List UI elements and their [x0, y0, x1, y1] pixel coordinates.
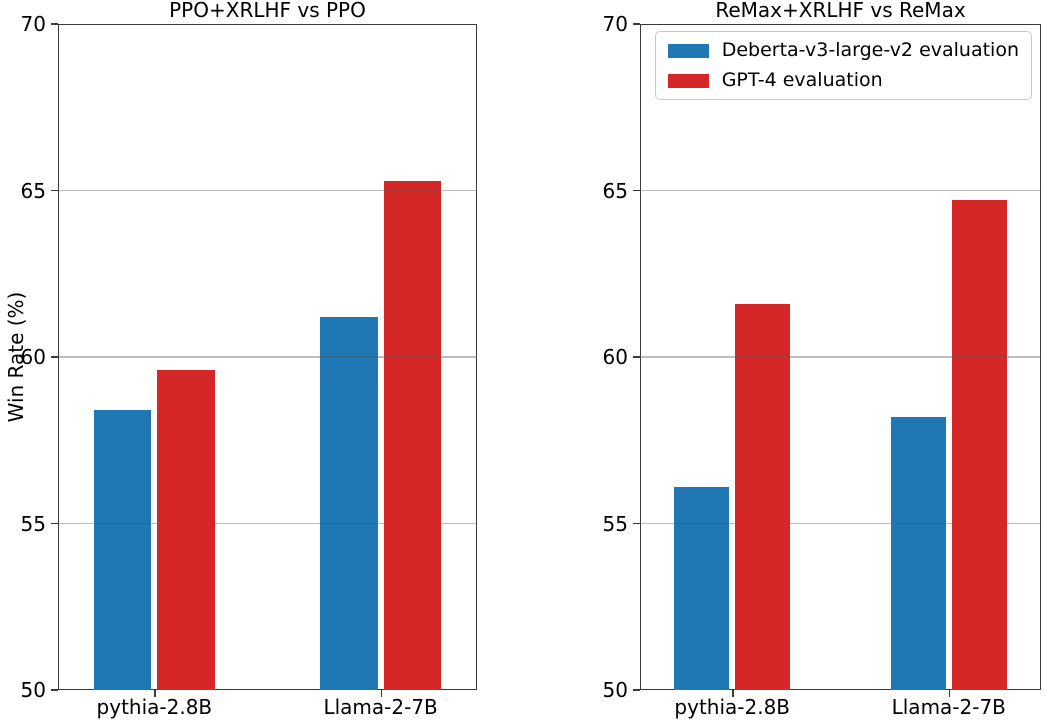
y-tickmark	[633, 356, 640, 358]
legend-item-label: Deberta-v3-large-v2 evaluation	[721, 39, 1019, 61]
y-tickmark	[51, 689, 58, 691]
bar-deberta-pythia-2.8B	[674, 486, 730, 690]
gridline	[58, 356, 477, 358]
deberta-legend-swatch	[667, 43, 709, 58]
x-tickmark	[732, 690, 734, 697]
y-tickmark	[633, 189, 640, 192]
gridline	[640, 522, 1041, 525]
x-tick-label: pythia-2.8B	[674, 695, 791, 719]
y-tick-label: 65	[20, 178, 46, 203]
y-tick-label: 65	[602, 178, 628, 203]
y-tick-label: 70	[20, 12, 46, 36]
x-tick-label: pythia-2.8B	[96, 695, 213, 719]
legend-item-label: GPT-4 evaluation	[721, 69, 883, 91]
y-tickmark	[51, 189, 58, 192]
legend-item: GPT-4 evaluation	[667, 69, 1019, 92]
x-tick-label: Llama-2-7B	[323, 695, 438, 719]
x-tickmark	[948, 690, 951, 697]
y-tickmark	[51, 356, 58, 358]
x-tickmark	[380, 690, 383, 697]
x-tick-label: Llama-2-7B	[891, 695, 1006, 719]
y-tick-label: 55	[20, 511, 46, 536]
chart-title-remax: ReMax+XRLHF vs ReMax	[715, 0, 966, 22]
chart-title-ppo: PPO+XRLHF vs PPO	[169, 0, 366, 22]
y-tick-label: 55	[602, 511, 628, 536]
y-tick-label: 70	[602, 12, 628, 36]
bar-gpt4-Llama-2-7B	[383, 180, 442, 690]
gridline	[640, 356, 1041, 358]
legend: Deberta-v3-large-v2 evaluation GPT-4 eval…	[654, 31, 1032, 100]
y-tick-label: 60	[602, 345, 628, 369]
y-tick-label: 60	[20, 345, 46, 369]
y-tickmark	[633, 522, 640, 525]
y-tickmark	[633, 23, 640, 25]
y-tick-label: 50	[20, 678, 46, 702]
gridline	[58, 189, 477, 192]
bar-gpt4-pythia-2.8B	[157, 370, 216, 690]
gpt4-legend-swatch	[667, 73, 709, 88]
y-tickmark	[51, 23, 58, 25]
legend-item: Deberta-v3-large-v2 evaluation	[667, 39, 1019, 62]
bar-deberta-Llama-2-7B	[319, 317, 378, 690]
y-tickmark	[633, 689, 640, 691]
y-tick-label: 50	[602, 678, 628, 702]
bar-deberta-Llama-2-7B	[890, 416, 946, 690]
gridline	[58, 522, 477, 525]
y-tickmark	[51, 522, 58, 525]
bar-deberta-pythia-2.8B	[93, 410, 152, 690]
bar-gpt4-pythia-2.8B	[735, 303, 791, 690]
bar-gpt4-Llama-2-7B	[951, 200, 1007, 690]
x-tickmark	[154, 690, 156, 697]
gridline	[640, 189, 1041, 192]
